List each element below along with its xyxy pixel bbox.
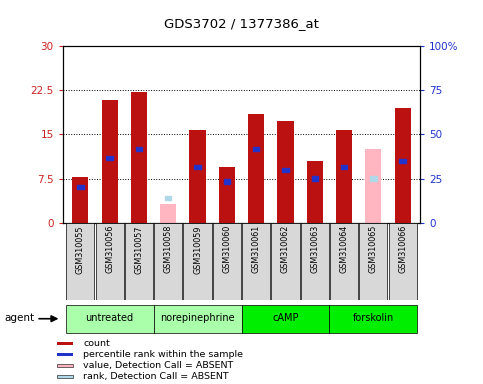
Bar	[224, 179, 230, 184]
Bar	[160, 204, 176, 223]
FancyBboxPatch shape	[66, 305, 154, 333]
FancyBboxPatch shape	[359, 223, 387, 300]
FancyBboxPatch shape	[301, 223, 329, 300]
Bar	[189, 130, 206, 223]
Bar	[131, 92, 147, 223]
Text: forskolin: forskolin	[353, 313, 394, 323]
Text: cAMP: cAMP	[272, 313, 298, 323]
FancyBboxPatch shape	[242, 305, 329, 333]
Bar	[399, 159, 406, 163]
FancyBboxPatch shape	[329, 305, 417, 333]
Text: GSM310060: GSM310060	[222, 225, 231, 273]
Text: GSM310065: GSM310065	[369, 225, 378, 273]
Text: untreated: untreated	[85, 313, 134, 323]
Text: percentile rank within the sample: percentile rank within the sample	[83, 350, 243, 359]
Bar	[341, 165, 347, 169]
Bar	[77, 185, 84, 189]
Bar	[336, 130, 352, 223]
Text: GSM310058: GSM310058	[164, 225, 173, 273]
Bar	[106, 156, 113, 160]
FancyBboxPatch shape	[96, 223, 124, 300]
Text: norepinephrine: norepinephrine	[160, 313, 235, 323]
Bar	[57, 375, 73, 378]
Text: GSM310062: GSM310062	[281, 225, 290, 273]
Text: count: count	[83, 339, 110, 348]
Text: value, Detection Call = ABSENT: value, Detection Call = ABSENT	[83, 361, 233, 370]
Bar	[395, 108, 411, 223]
Text: GSM310057: GSM310057	[134, 225, 143, 273]
Text: GSM310061: GSM310061	[252, 225, 261, 273]
Bar	[101, 100, 118, 223]
Text: GSM310059: GSM310059	[193, 225, 202, 273]
Bar	[365, 149, 382, 223]
Text: GSM310056: GSM310056	[105, 225, 114, 273]
Bar	[307, 161, 323, 223]
Bar	[57, 364, 73, 367]
Text: GSM310055: GSM310055	[76, 225, 85, 273]
Bar	[194, 165, 201, 169]
Text: rank, Detection Call = ABSENT: rank, Detection Call = ABSENT	[83, 372, 229, 381]
Text: GDS3702 / 1377386_at: GDS3702 / 1377386_at	[164, 17, 319, 30]
FancyBboxPatch shape	[388, 223, 417, 300]
Bar	[248, 114, 264, 223]
FancyBboxPatch shape	[242, 223, 270, 300]
Bar	[165, 196, 171, 200]
Bar	[72, 177, 88, 223]
Bar	[219, 167, 235, 223]
Bar	[136, 147, 142, 151]
Bar	[57, 342, 73, 345]
FancyBboxPatch shape	[125, 223, 153, 300]
FancyBboxPatch shape	[154, 305, 242, 333]
FancyBboxPatch shape	[66, 223, 95, 300]
FancyBboxPatch shape	[184, 223, 212, 300]
FancyBboxPatch shape	[330, 223, 358, 300]
Bar	[312, 177, 318, 180]
FancyBboxPatch shape	[154, 223, 182, 300]
Bar	[277, 121, 294, 223]
Text: GSM310063: GSM310063	[310, 225, 319, 273]
Text: GSM310064: GSM310064	[340, 225, 349, 273]
FancyBboxPatch shape	[271, 223, 299, 300]
Bar	[282, 168, 289, 172]
Bar	[57, 353, 73, 356]
FancyBboxPatch shape	[213, 223, 241, 300]
Bar	[370, 177, 377, 180]
Bar	[253, 147, 259, 151]
Text: GSM310066: GSM310066	[398, 225, 407, 273]
Text: agent: agent	[5, 313, 35, 323]
